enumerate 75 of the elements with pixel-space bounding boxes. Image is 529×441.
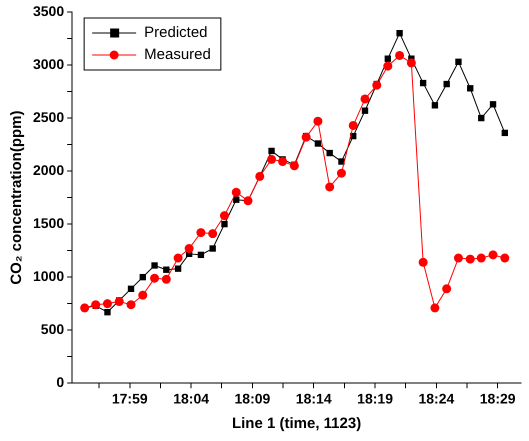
x-axis-title: Line 1 (time, 1123)	[232, 415, 362, 432]
point	[290, 161, 299, 170]
point	[383, 62, 392, 71]
point	[418, 258, 428, 267]
point	[430, 303, 440, 312]
point	[314, 140, 322, 147]
point	[184, 244, 194, 254]
x-tick-label: 18:19	[357, 390, 394, 406]
y-axis-title: CO₂ concentration(ppm)	[8, 110, 26, 285]
y-tick-label: 2500	[32, 108, 64, 125]
point	[478, 114, 484, 122]
y-tick-label: 3000	[32, 56, 64, 72]
point	[360, 94, 370, 104]
point	[104, 308, 111, 316]
point	[444, 80, 450, 88]
point	[267, 154, 276, 164]
y-tick-label: 1500	[32, 214, 64, 231]
x-tick-label: 18:14	[296, 390, 332, 406]
point	[442, 284, 452, 294]
point	[454, 254, 463, 263]
y-tick-label: 1000	[32, 268, 64, 284]
legend-label: Predicted	[144, 24, 208, 42]
point	[348, 120, 358, 130]
point	[500, 254, 510, 263]
point	[302, 132, 311, 142]
point	[138, 290, 148, 300]
y-tick-label: 0	[56, 374, 64, 390]
point	[326, 150, 333, 156]
point	[114, 297, 124, 306]
point	[313, 116, 322, 126]
x-tick-label: 18:29	[480, 390, 516, 406]
y-tick-label: 500	[40, 321, 64, 338]
point	[372, 80, 382, 90]
point	[162, 274, 171, 284]
point	[196, 228, 206, 238]
point	[208, 229, 218, 238]
x-tick-label: 17:59	[112, 390, 148, 406]
point	[278, 157, 288, 166]
point	[384, 55, 391, 62]
point	[232, 188, 241, 197]
legend-label: Measured	[144, 46, 211, 64]
point	[174, 254, 183, 263]
point	[163, 266, 170, 273]
point	[502, 130, 508, 136]
point	[432, 102, 438, 109]
point	[140, 274, 146, 280]
point	[128, 286, 134, 292]
point	[102, 299, 112, 308]
point	[420, 80, 426, 86]
point	[174, 265, 182, 272]
point	[476, 254, 486, 263]
point	[220, 211, 229, 220]
x-tick-label: 18:09	[234, 390, 271, 406]
point	[490, 101, 496, 108]
point	[396, 30, 403, 36]
point	[233, 196, 240, 203]
point	[466, 254, 475, 264]
point	[198, 252, 204, 258]
y-tick-label: 3500	[32, 2, 64, 19]
point	[455, 58, 462, 66]
point	[467, 85, 474, 92]
x-tick-label: 18:24	[418, 390, 454, 406]
point	[406, 58, 416, 68]
point	[336, 168, 346, 178]
point	[221, 220, 228, 228]
point	[395, 50, 404, 60]
x-tick-label: 18:04	[173, 390, 210, 406]
point	[150, 274, 160, 283]
y-tick-label: 2000	[32, 162, 64, 178]
point	[126, 300, 136, 310]
point	[488, 250, 498, 260]
point	[210, 245, 216, 252]
point	[91, 300, 100, 310]
point	[362, 107, 368, 114]
point	[325, 182, 334, 192]
